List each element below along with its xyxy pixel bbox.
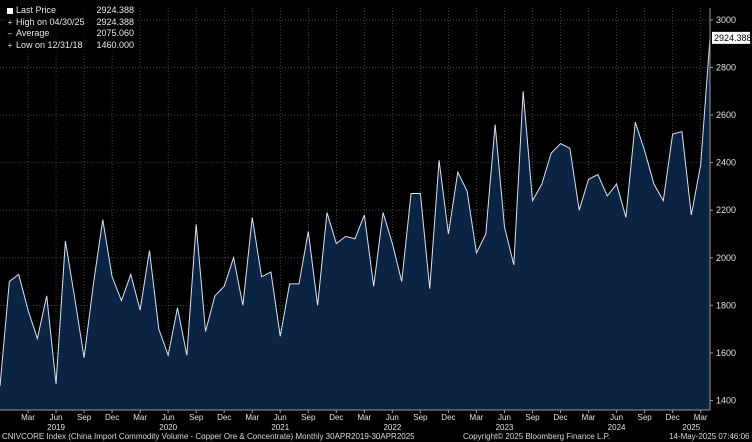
y-tick-label: 2200	[716, 205, 736, 215]
x-tick-label: Dec	[329, 413, 343, 422]
legend-label: Last Price	[16, 5, 57, 15]
footer: CNIVCORE Index (China Import Commodity V…	[0, 432, 752, 442]
legend-row-low: + Low on 12/31/18 1460.000	[6, 40, 134, 52]
footer-copyright: Copyright© 2025 Bloomberg Finance L.P.	[463, 432, 611, 441]
x-year-label: 2021	[271, 423, 289, 432]
x-year-label: 2019	[47, 423, 65, 432]
legend: Last Price 2924.388 + High on 04/30/25 2…	[4, 4, 138, 53]
x-tick-label: Dec	[666, 413, 680, 422]
x-tick-label: Jun	[50, 413, 63, 422]
x-axis-month-ticks: Mar Jun Sep Dec Mar Jun Sep Dec Mar Jun Sep Dec Mar J…	[21, 410, 708, 422]
x-year-label: 2025	[682, 423, 700, 432]
x-tick-label: Mar	[357, 413, 371, 422]
x-tick-label: Mar	[582, 413, 596, 422]
x-tick-label: Dec	[441, 413, 455, 422]
x-tick-label: Jun	[274, 413, 287, 422]
legend-row-last-price: Last Price 2924.388	[6, 5, 134, 17]
x-year-label: 2022	[383, 423, 401, 432]
x-axis-year-ticks: 2019 2020 2021 2022 2023 2024 2025	[47, 423, 701, 432]
y-tick-label: 1400	[716, 395, 736, 405]
x-tick-label: Dec	[217, 413, 231, 422]
y-tick-label: 3000	[716, 15, 736, 25]
plus-icon: +	[7, 17, 13, 27]
x-tick-label: Sep	[413, 413, 428, 422]
x-year-label: 2023	[496, 423, 514, 432]
y-tick-label: 2600	[716, 110, 736, 120]
legend-label: Low on 12/31/18	[16, 39, 83, 50]
legend-label: Average	[16, 28, 50, 38]
x-tick-label: Jun	[610, 413, 623, 422]
y-tick-label: 1600	[716, 348, 736, 358]
y-tick-label: 1800	[716, 300, 736, 310]
legend-value: 2924.388	[96, 5, 134, 15]
x-tick-label: Mar	[470, 413, 484, 422]
x-tick-label: Mar	[21, 413, 35, 422]
legend-value: 2924.388	[96, 16, 134, 27]
footer-timestamp: 14-May-2025 07:46:06	[669, 432, 750, 441]
x-tick-label: Jun	[386, 413, 399, 422]
x-year-label: 2024	[608, 423, 626, 432]
x-tick-label: Sep	[637, 413, 652, 422]
legend-value: 2075.060	[96, 28, 134, 38]
plus-icon: +	[7, 40, 13, 50]
x-tick-label: Mar	[133, 413, 147, 422]
series-line-last-price	[0, 37, 711, 387]
y-tick-label: 2000	[716, 253, 736, 263]
legend-label: High on 04/30/25	[16, 16, 85, 27]
y-axis-ticks: 1400 1600 1800 2000 2200 2400 2600 2800 3000	[710, 15, 736, 405]
x-tick-label: Sep	[525, 413, 540, 422]
x-tick-label: Dec	[553, 413, 567, 422]
last-price-tag-box	[712, 31, 750, 44]
x-tick-label: Sep	[77, 413, 92, 422]
dash-icon: –	[7, 29, 13, 38]
last-price-tag-text: 2924.388	[714, 33, 752, 43]
series-area-last-price	[0, 37, 710, 410]
legend-row-high: + High on 04/30/25 2924.388	[6, 17, 134, 29]
last-price-tag: 2924.388	[712, 31, 752, 44]
legend-row-average: – Average 2075.060	[6, 28, 134, 40]
x-tick-label: Mar	[245, 413, 259, 422]
legend-value: 1460.000	[96, 39, 134, 50]
x-year-label: 2020	[159, 423, 177, 432]
x-tick-label: Sep	[301, 413, 316, 422]
y-tick-label: 2800	[716, 62, 736, 72]
x-tick-label: Dec	[105, 413, 119, 422]
footer-security-description: CNIVCORE Index (China Import Commodity V…	[2, 432, 415, 441]
x-tick-label: Mar	[694, 413, 708, 422]
x-tick-label: Jun	[162, 413, 175, 422]
y-tick-label: 2400	[716, 158, 736, 168]
square-icon	[6, 7, 14, 14]
x-tick-label: Sep	[189, 413, 204, 422]
x-tick-label: Jun	[498, 413, 511, 422]
